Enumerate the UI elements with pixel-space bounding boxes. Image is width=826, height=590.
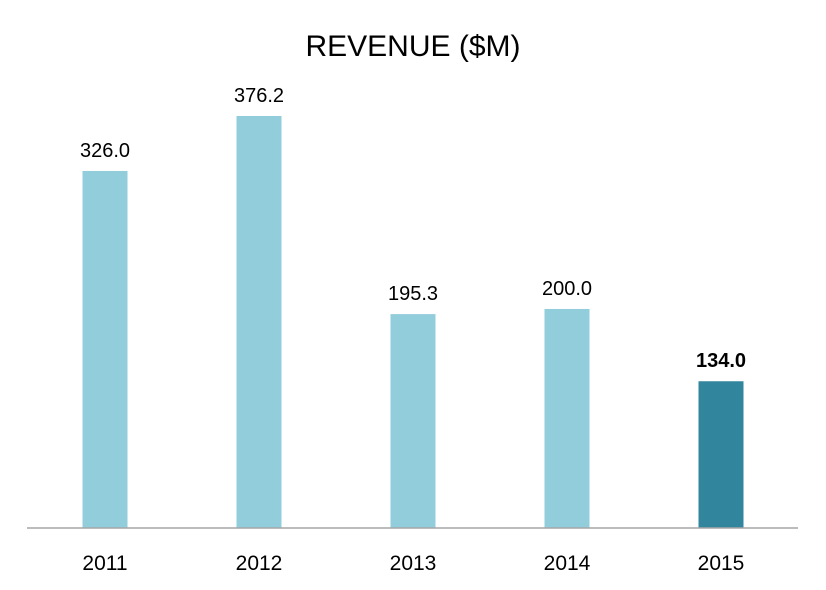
value-label-2013: 195.3 <box>388 283 438 305</box>
x-tick-labels: 2011 2012 2013 2014 2015 <box>82 552 744 575</box>
value-labels-layer: 326.0 376.2 195.3 200.0 134.0 <box>80 85 746 372</box>
tick-label-2012: 2012 <box>236 552 283 575</box>
value-label-2015: 134.0 <box>696 350 746 372</box>
tick-label-2015: 2015 <box>698 552 745 575</box>
bars-layer <box>82 116 744 528</box>
bar-2011 <box>82 170 128 528</box>
tick-label-2013: 2013 <box>390 552 437 575</box>
bar-2015 <box>698 381 744 528</box>
bar-2012 <box>236 116 282 528</box>
tick-label-2014: 2014 <box>544 552 591 575</box>
tick-label-2011: 2011 <box>82 552 127 575</box>
value-label-2011: 326.0 <box>80 140 130 162</box>
bar-2013 <box>390 314 436 528</box>
bar-2014 <box>544 308 590 528</box>
chart-title: REVENUE ($M) <box>305 30 520 63</box>
value-label-2012: 376.2 <box>234 85 284 107</box>
value-label-2014: 200.0 <box>542 278 592 300</box>
